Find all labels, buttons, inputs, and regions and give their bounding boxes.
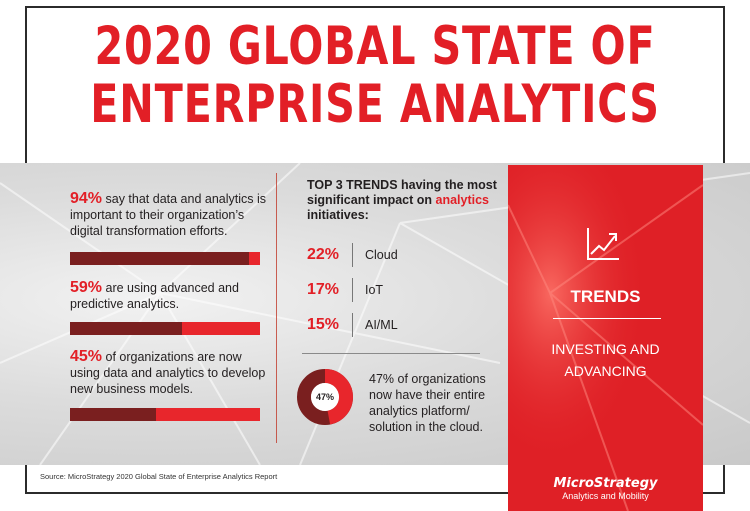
trend-label: AI/ML — [365, 318, 398, 332]
panel-subtitle-line-2: ADVANCING — [564, 363, 647, 379]
source-note: Source: MicroStrategy 2020 Global State … — [40, 472, 278, 481]
stat-bar-94 — [70, 252, 260, 265]
microstrategy-logo: MicroStrategy Analytics and Mobility — [508, 477, 703, 502]
donut-value-arc — [297, 369, 353, 425]
trends-heading-highlight: analytics — [435, 193, 490, 207]
cloud-stat-text: 47% of organizations now have their enti… — [369, 372, 486, 434]
panel-light-burst — [508, 165, 703, 511]
stat-bar-45 — [70, 408, 260, 421]
trend-label: Cloud — [365, 248, 398, 262]
trends-heading-rest: having the most significant impact on — [307, 178, 497, 207]
vertical-divider — [276, 173, 277, 443]
panel-divider — [553, 318, 661, 319]
trend-label: IoT — [365, 283, 384, 297]
stat-percent: 45% — [70, 348, 103, 365]
panel-subtitle-line-1: INVESTING AND — [551, 341, 660, 357]
stat-data-importance: 94% say that data and analytics is impor… — [70, 191, 270, 239]
donut-hole — [311, 383, 339, 411]
stat-bar-59 — [70, 322, 260, 335]
stat-text: are using advanced and predictive analyt… — [70, 281, 239, 311]
donut-label: 47% — [316, 392, 334, 402]
trends-panel — [508, 165, 703, 511]
stat-text: say that data and analytics is important… — [70, 192, 267, 238]
trend-item-cloud: 22% Cloud — [307, 243, 477, 267]
logo-tagline: Analytics and Mobility — [562, 491, 649, 501]
trend-percent: 17% — [307, 281, 340, 298]
logo-brand: MicroStrategy — [553, 476, 658, 491]
stat-percent: 94% — [70, 190, 103, 207]
trend-item-iot: 17% IoT — [307, 278, 477, 302]
stat-new-business-models: 45% of organizations are now using data … — [70, 349, 270, 397]
stat-bar-fill — [70, 408, 156, 421]
trend-up-chart-icon — [587, 228, 619, 260]
cloud-donut-chart: 47% — [297, 369, 353, 425]
trends-heading-bold: TOP 3 TRENDS — [307, 178, 398, 192]
trend-separator — [352, 243, 353, 267]
title-line-2: ENTERPRISE ANALYTICS — [90, 74, 660, 135]
panel-title: TRENDS — [570, 287, 641, 306]
title-line-1: 2020 GLOBAL STATE OF — [94, 16, 656, 77]
stat-text: of organizations are now using data and … — [70, 350, 266, 396]
trends-heading-end: initiatives: — [307, 208, 369, 222]
trend-separator — [352, 313, 353, 337]
trend-item-aiml: 15% AI/ML — [307, 313, 477, 337]
stat-advanced-analytics: 59% are using advanced and predictive an… — [70, 280, 270, 312]
trends-heading: TOP 3 TRENDS having the most significant… — [307, 178, 497, 223]
stat-bar-fill — [70, 322, 183, 335]
trend-percent: 15% — [307, 316, 340, 333]
trend-percent: 22% — [307, 246, 340, 263]
horizontal-divider — [302, 353, 480, 354]
stat-percent: 59% — [70, 279, 103, 296]
trend-separator — [352, 278, 353, 302]
stat-bar-fill — [70, 252, 249, 265]
page-title: 2020 GLOBAL STATE OF ENTERPRISE ANALYTIC… — [0, 18, 750, 134]
panel-subtitle: INVESTING AND ADVANCING — [508, 338, 703, 382]
